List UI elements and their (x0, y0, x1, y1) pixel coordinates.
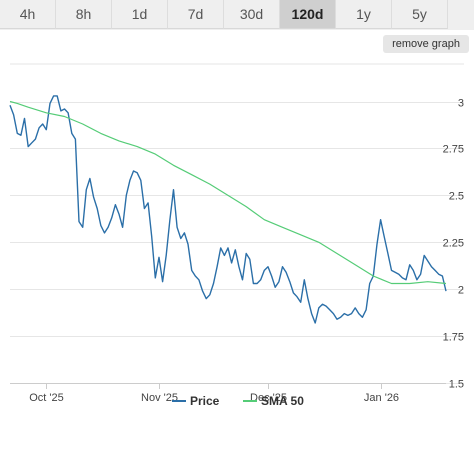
chart-grid (10, 63, 464, 384)
tab-range-1y[interactable]: 1y (336, 0, 392, 29)
x-tick-label: Oct '25 (29, 392, 64, 404)
y-tick-label: 2.25 (443, 238, 464, 250)
legend-label: SMA 50 (261, 394, 304, 408)
y-axis: 1.5 1.75 2 2.25 2.5 2.75 3 (443, 98, 464, 391)
tab-range-5y[interactable]: 5y (392, 0, 448, 29)
y-tick-label: 1.5 (449, 379, 464, 391)
range-tabbar: 4h 8h 1d 7d 30d 120d 1y 5y (0, 0, 474, 30)
legend-label: Price (190, 394, 220, 408)
x-tick-label: Dec '25 (250, 392, 287, 404)
tab-range-8h[interactable]: 8h (56, 0, 112, 29)
tab-range-1d[interactable]: 1d (112, 0, 168, 29)
y-tick-label: 1.75 (443, 332, 464, 344)
chart-legend: Price SMA 50 (172, 394, 304, 408)
legend-sma[interactable]: SMA 50 (243, 394, 304, 408)
tab-range-4h[interactable]: 4h (0, 0, 56, 29)
price-series-line (9, 95, 447, 324)
remove-graph-button[interactable]: remove graph (383, 35, 469, 53)
x-tick-label: Nov '25 (141, 392, 178, 404)
y-tick-label: 2.5 (449, 191, 464, 203)
tab-range-120d[interactable]: 120d (280, 0, 336, 29)
chart-series (9, 95, 447, 324)
y-tick-label: 2.75 (443, 144, 464, 156)
x-tick-label: Jan '26 (364, 392, 399, 404)
y-tick-label: 2 (458, 285, 464, 297)
x-axis: Oct '25 Nov '25 Dec '25 Jan '26 (10, 383, 446, 404)
tab-range-30d[interactable]: 30d (224, 0, 280, 29)
y-tick-label: 3 (458, 98, 464, 110)
legend-price[interactable]: Price (172, 394, 220, 408)
sma-series-line (9, 100, 447, 285)
tab-range-7d[interactable]: 7d (168, 0, 224, 29)
